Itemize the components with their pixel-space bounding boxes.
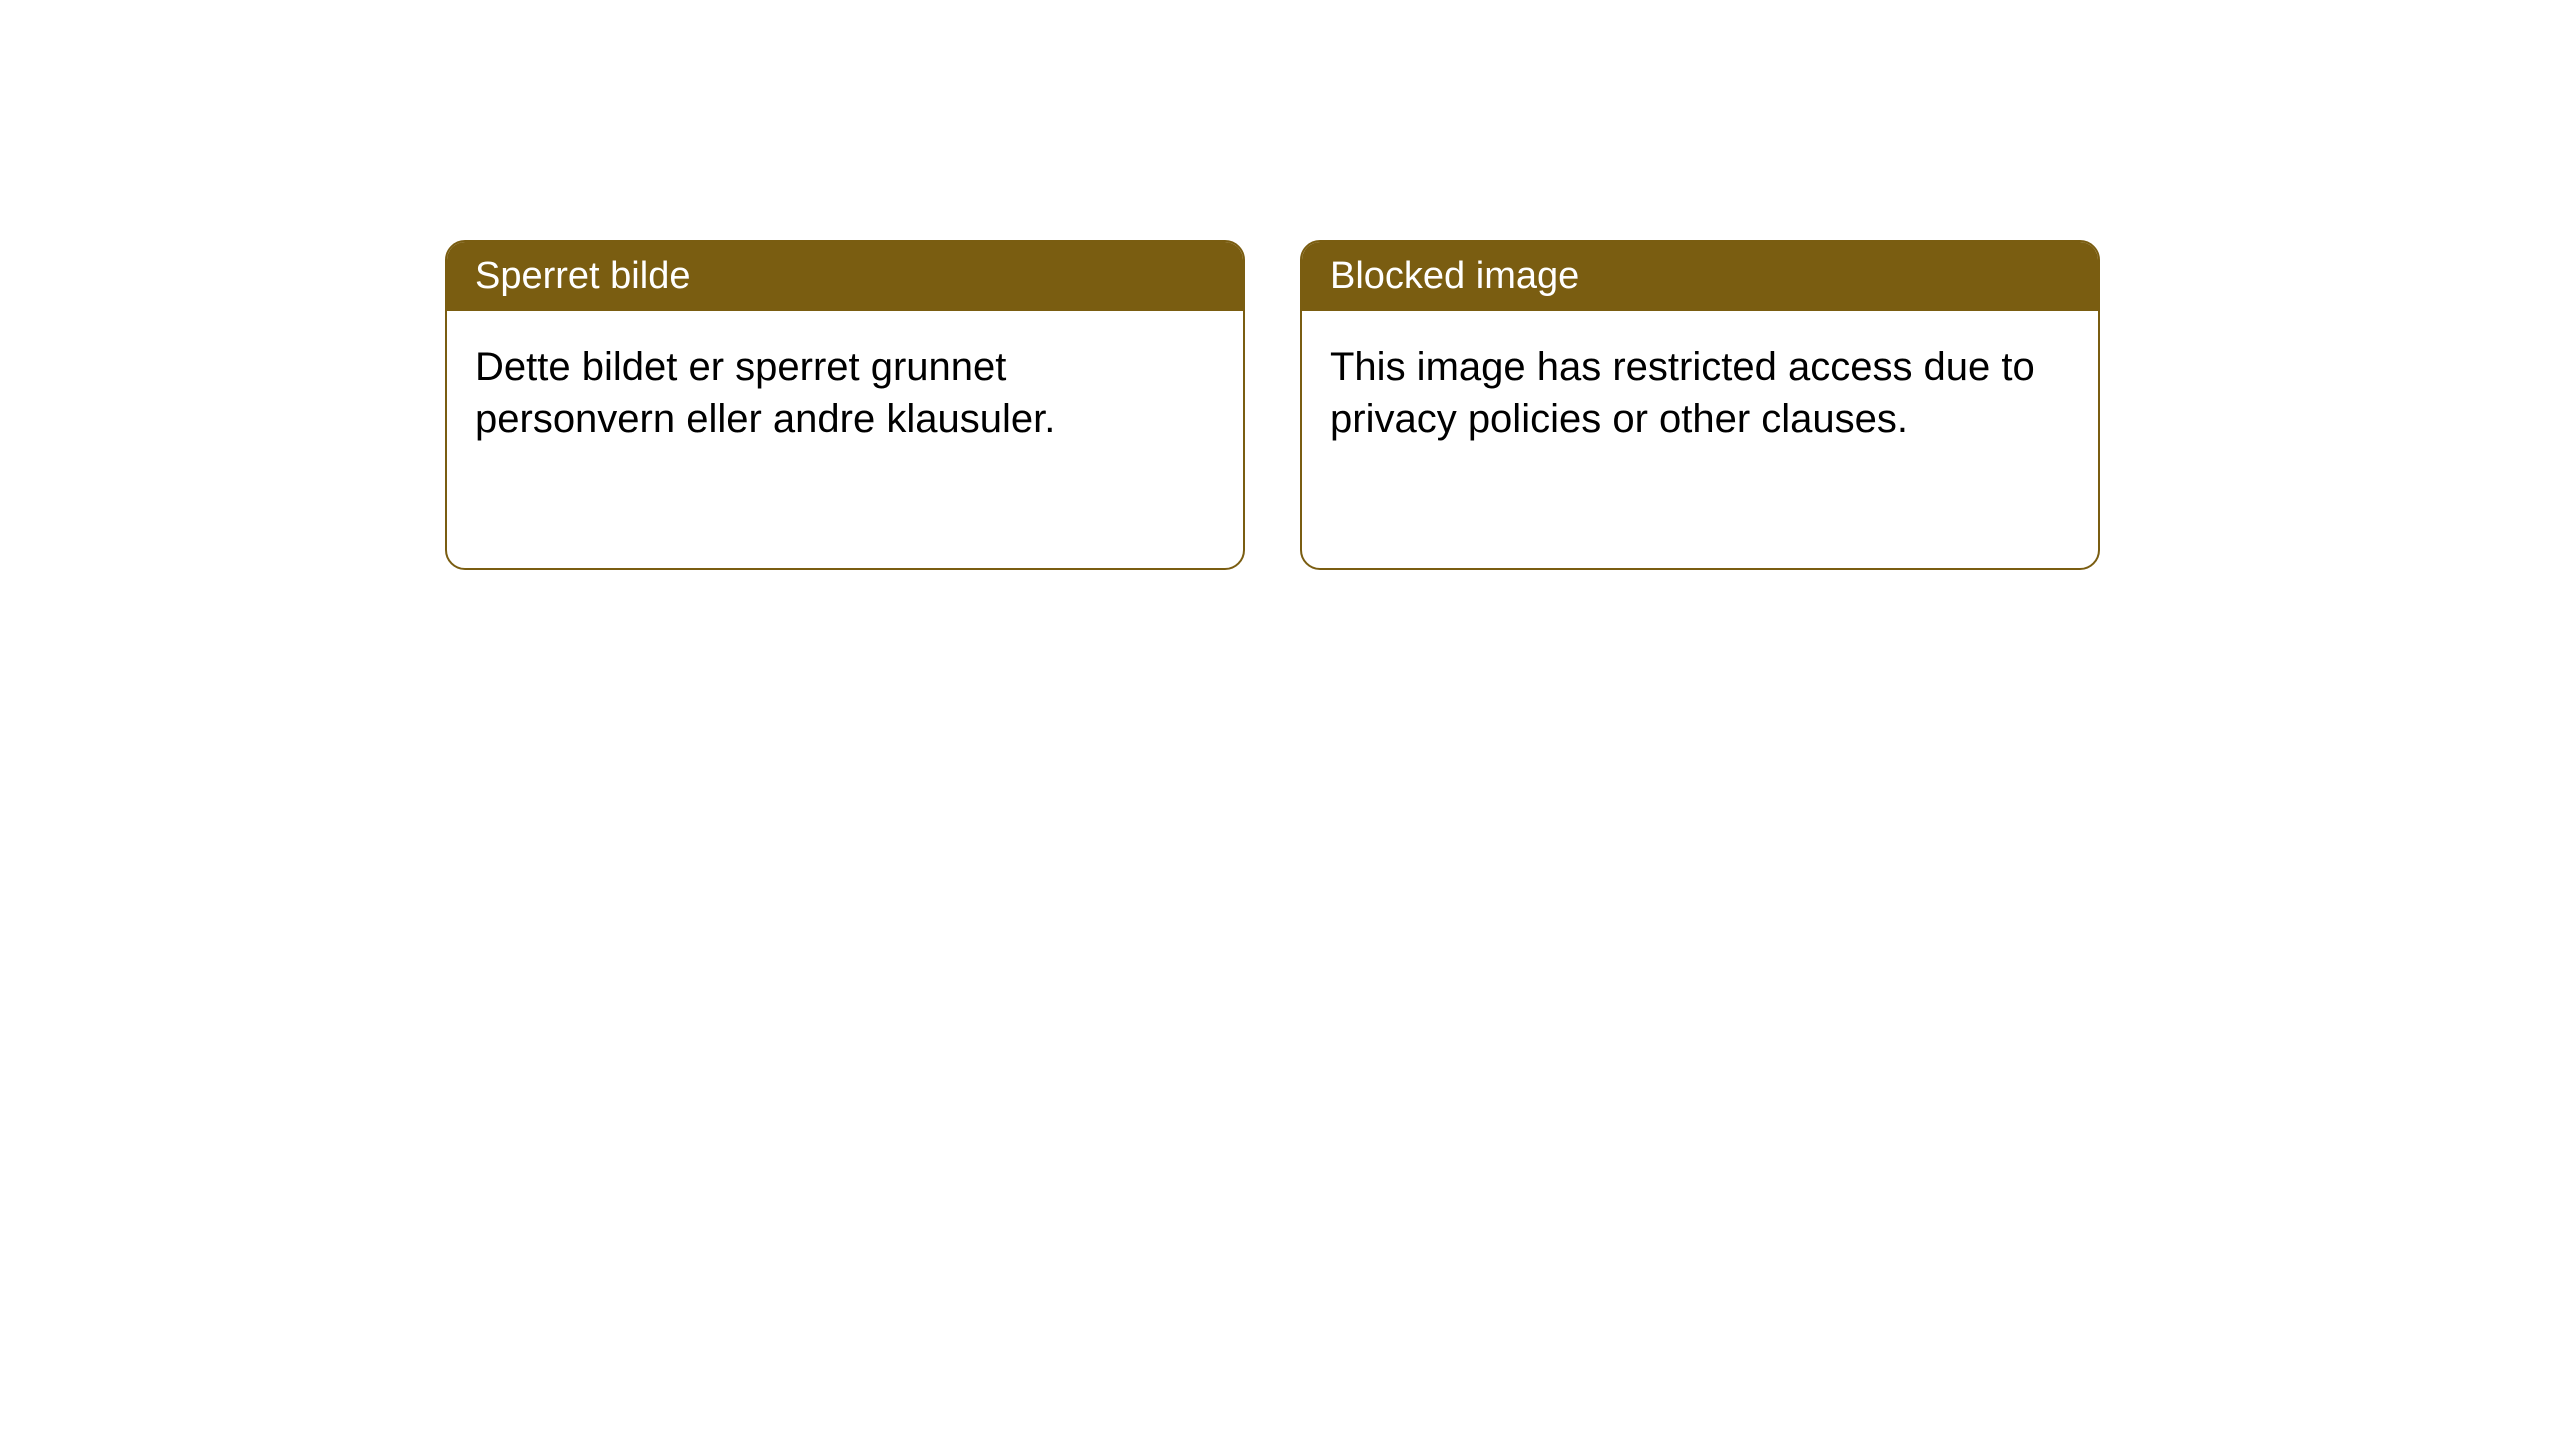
notice-card-norwegian: Sperret bilde Dette bildet er sperret gr… [445,240,1245,570]
notice-card-english: Blocked image This image has restricted … [1300,240,2100,570]
notice-title: Sperret bilde [475,255,690,297]
notice-body: Dette bildet er sperret grunnet personve… [447,311,1243,475]
notice-container: Sperret bilde Dette bildet er sperret gr… [0,0,2560,570]
notice-body: This image has restricted access due to … [1302,311,2098,475]
notice-body-text: Dette bildet er sperret grunnet personve… [475,345,1055,441]
notice-body-text: This image has restricted access due to … [1330,345,2035,441]
notice-title: Blocked image [1330,255,1579,297]
notice-header: Sperret bilde [447,242,1243,311]
notice-header: Blocked image [1302,242,2098,311]
